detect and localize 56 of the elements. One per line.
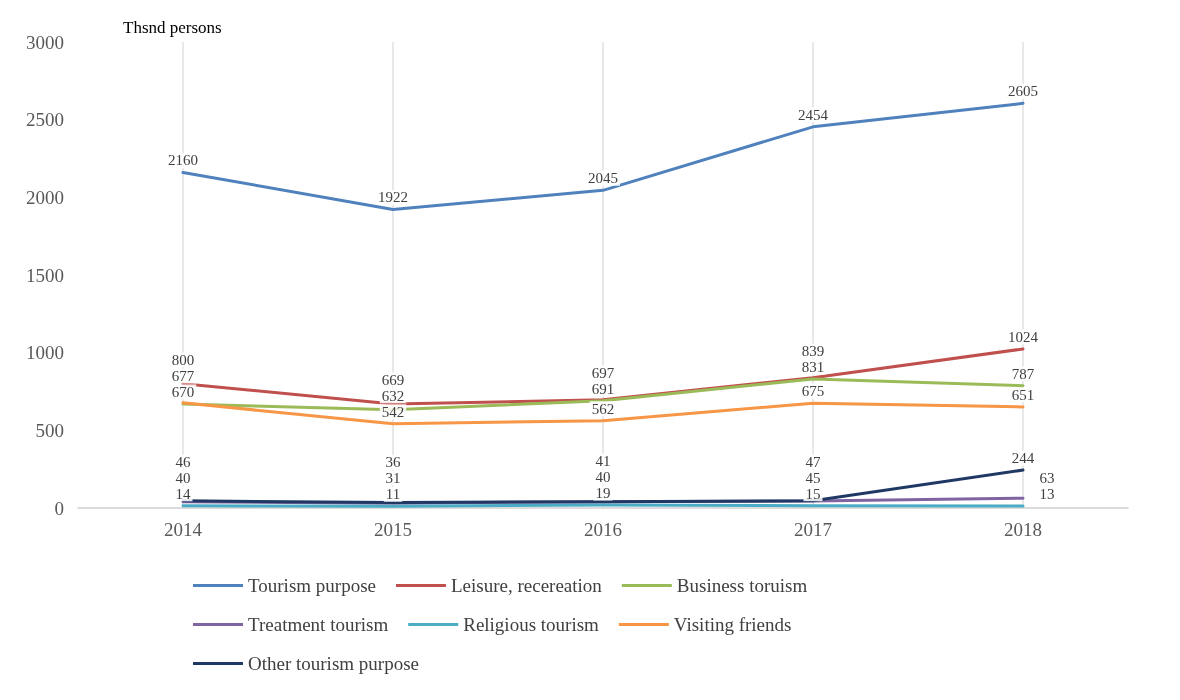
data-label: 46 <box>175 453 191 470</box>
y-tick-label: 2000 <box>26 186 64 208</box>
data-label: 40 <box>175 469 191 486</box>
data-label: 800 <box>171 351 195 368</box>
data-label: 787 <box>1011 365 1035 382</box>
data-label: 1922 <box>378 189 408 206</box>
data-label: 2045 <box>588 170 618 187</box>
data-label: 13 <box>1039 485 1055 502</box>
line-series <box>181 401 1025 426</box>
data-label: 632 <box>381 387 405 404</box>
data-label: 41 <box>595 453 611 470</box>
data-label: 542 <box>381 403 405 420</box>
data-label: 47 <box>805 453 821 470</box>
x-tick-label: 2014 <box>164 519 203 540</box>
data-label: 244 <box>1011 450 1035 467</box>
x-tick-label: 2018 <box>1004 519 1042 540</box>
data-label: 691 <box>591 380 615 397</box>
data-label: 677 <box>171 367 195 384</box>
data-label: 2454 <box>798 106 829 123</box>
y-tick-label: 1000 <box>26 342 64 364</box>
data-label: 831 <box>801 358 825 375</box>
data-label: 36 <box>385 454 401 471</box>
legend-label: Religious tourism <box>463 614 600 635</box>
data-label: 697 <box>591 364 615 381</box>
x-tick-label: 2015 <box>374 519 412 540</box>
x-tick-label: 2016 <box>584 519 622 540</box>
legend-label: Other tourism purpose <box>248 653 419 674</box>
data-label: 2160 <box>168 152 198 169</box>
legend-label: Leisure, recereation <box>450 575 603 596</box>
data-label: 670 <box>171 383 195 400</box>
data-label: 15 <box>805 485 821 502</box>
y-axis-title: Thsnd persons <box>123 18 222 37</box>
data-label: 1024 <box>1008 328 1039 345</box>
legend-label: Treatment tourism <box>248 614 389 635</box>
data-label: 651 <box>1011 386 1035 403</box>
data-label: 31 <box>385 470 401 487</box>
data-label: 562 <box>591 400 615 417</box>
y-tick-label: 500 <box>35 419 64 441</box>
data-label: 675 <box>801 383 825 400</box>
data-label: 40 <box>595 469 611 486</box>
data-label: 2605 <box>1008 83 1038 100</box>
y-tick-label: 0 <box>54 497 64 519</box>
legend-label: Business toruism <box>676 575 808 596</box>
y-tick-label: 3000 <box>26 31 64 53</box>
legend-label: Visiting friends <box>673 614 792 635</box>
data-label: 14 <box>175 485 191 502</box>
data-label: 45 <box>805 469 821 486</box>
data-label: 669 <box>381 371 405 388</box>
legend-label: Tourism purpose <box>248 575 376 596</box>
data-label: 19 <box>595 485 611 502</box>
y-tick-label: 1500 <box>26 264 64 286</box>
y-tick-label: 2500 <box>26 109 64 131</box>
data-label: 839 <box>801 342 825 359</box>
x-tick-label: 2017 <box>794 519 832 540</box>
data-label: 63 <box>1039 469 1055 486</box>
data-label: 11 <box>385 486 401 503</box>
